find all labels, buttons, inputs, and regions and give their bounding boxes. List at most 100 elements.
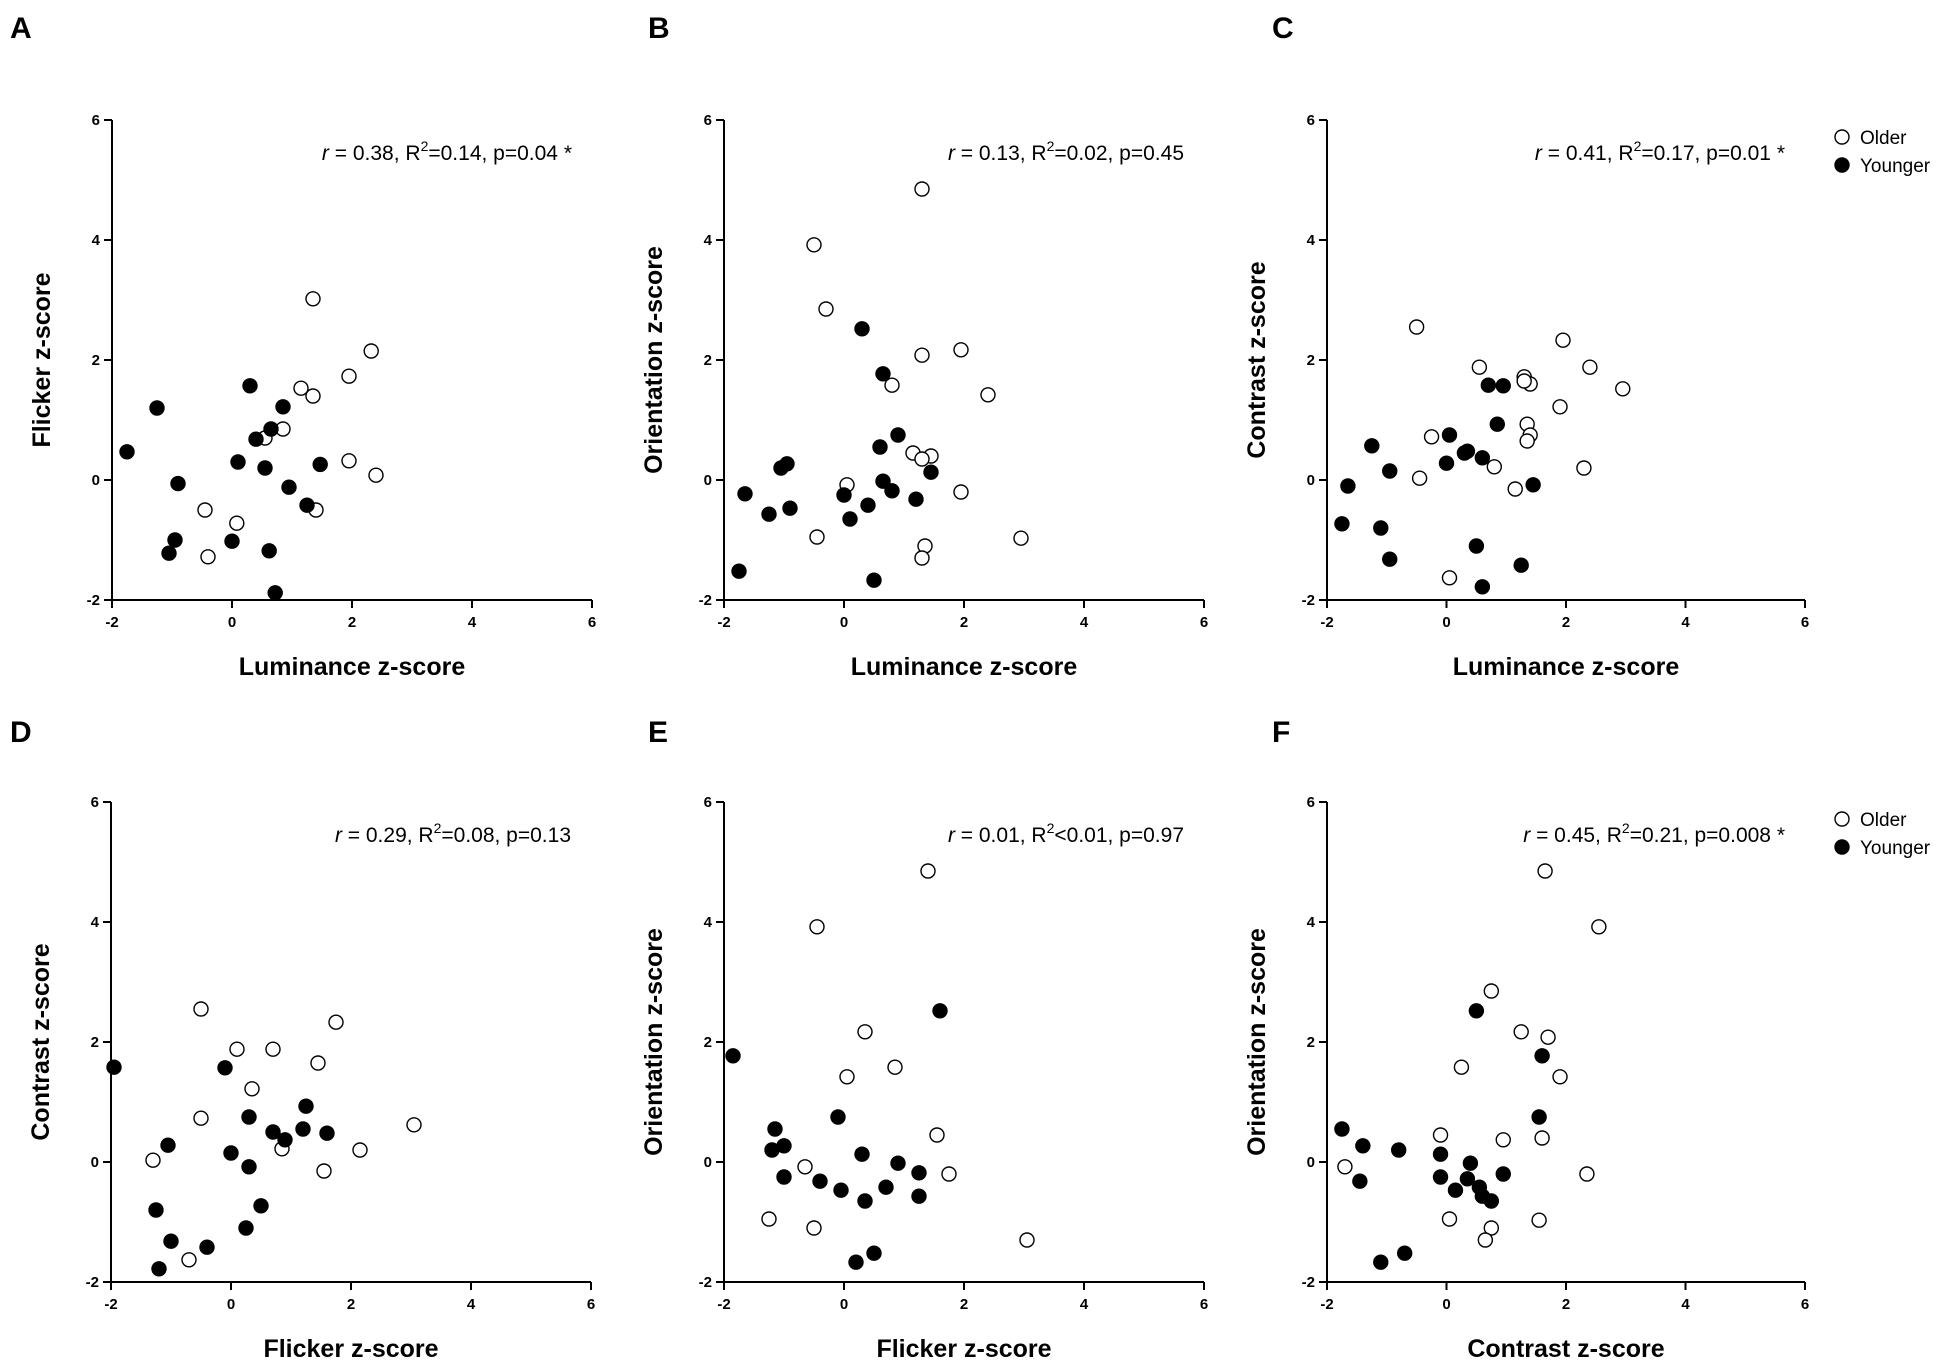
- older-point: [1579, 1166, 1595, 1182]
- younger-point: [257, 460, 273, 476]
- younger-point: [199, 1239, 215, 1255]
- younger-point: [812, 1173, 828, 1189]
- younger-point: [890, 427, 906, 443]
- younger-point: [875, 473, 891, 489]
- y-tick-label: -2: [87, 592, 100, 609]
- older-point: [1411, 470, 1428, 486]
- older-point: [1537, 863, 1553, 879]
- legend-marker-older: [1834, 129, 1850, 145]
- legend-marker-younger: [1834, 839, 1850, 855]
- younger-point: [242, 378, 258, 394]
- y-axis-title: Contrast z-score: [27, 943, 55, 1140]
- panel-b: B -2 0 2 4 6 -2 0 2 4 6 Luminance z-score Orientatio…: [640, 12, 1208, 681]
- younger-point: [761, 506, 777, 522]
- younger-point: [737, 486, 753, 502]
- younger-point: [1468, 538, 1485, 554]
- younger-point: [890, 1155, 906, 1171]
- x-axis-title: Luminance z-score: [239, 653, 466, 681]
- younger-point: [1364, 438, 1380, 454]
- younger-point: [1525, 477, 1541, 493]
- younger-point: [1432, 1146, 1449, 1162]
- younger-point: [848, 1254, 864, 1270]
- y-tick-label: 6: [704, 794, 712, 811]
- older-point: [839, 1069, 855, 1085]
- panel-a: A -2 0 2 4 6 -2 0 2 4 6 Luminance z-score Flicker z-…: [10, 12, 596, 681]
- x-tick-label: 2: [960, 1296, 968, 1313]
- younger-point: [312, 456, 328, 473]
- younger-point: [866, 572, 882, 588]
- younger-point: [911, 1165, 927, 1181]
- older-point: [193, 1001, 209, 1017]
- younger-point: [1489, 416, 1505, 432]
- x-tick-label: 4: [468, 614, 477, 631]
- older-point: [953, 342, 969, 358]
- y-tick-label: 4: [1307, 914, 1316, 931]
- younger-point: [782, 500, 798, 516]
- older-point: [797, 1159, 813, 1175]
- younger-point: [767, 1121, 783, 1137]
- younger-point: [148, 1202, 164, 1218]
- legend-label-younger: Younger: [1860, 156, 1931, 177]
- x-tick-label: 2: [348, 614, 356, 631]
- stats-annotation: r = 0.45, R2=0.21, p=0.008 *: [1523, 820, 1785, 847]
- x-tick-label: 6: [1200, 1296, 1208, 1313]
- older-point: [818, 301, 834, 317]
- younger-point: [224, 533, 240, 549]
- y-tick-label: 2: [1307, 352, 1315, 369]
- younger-point: [261, 543, 277, 559]
- y-tick-label: 4: [91, 914, 100, 931]
- younger-point: [1441, 427, 1458, 443]
- older-point: [265, 1041, 281, 1057]
- older-point: [1471, 359, 1488, 375]
- panel-label: B: [648, 12, 670, 45]
- older-point: [914, 181, 930, 197]
- younger-point: [1483, 1193, 1500, 1209]
- older-point: [305, 388, 321, 404]
- younger-point: [295, 1121, 311, 1137]
- x-tick-label: -2: [717, 1296, 730, 1313]
- older-point: [1495, 1132, 1511, 1148]
- y-tick-label: -2: [699, 1274, 712, 1291]
- older-point: [244, 1081, 260, 1097]
- older-point: [884, 377, 900, 393]
- older-point: [1516, 373, 1532, 389]
- younger-point: [1480, 377, 1497, 393]
- younger-point: [1373, 1254, 1389, 1270]
- older-point: [1337, 1159, 1353, 1175]
- older-point: [1477, 1232, 1494, 1248]
- x-tick-label: 6: [588, 614, 596, 631]
- y-tick-label: 2: [92, 352, 100, 369]
- older-point: [1519, 433, 1535, 449]
- older-point: [929, 1127, 945, 1143]
- x-tick-label: 2: [1562, 1296, 1570, 1313]
- younger-point: [854, 1146, 870, 1162]
- y-tick-label: -2: [1302, 592, 1315, 609]
- older-point: [1019, 1232, 1035, 1248]
- younger-point: [1396, 1245, 1413, 1261]
- x-tick-label: 4: [1080, 1296, 1089, 1313]
- x-tick-label: 2: [347, 1296, 355, 1313]
- younger-point: [1373, 520, 1389, 536]
- younger-point: [230, 454, 246, 470]
- older-point: [1552, 399, 1568, 415]
- younger-point: [1352, 1173, 1368, 1189]
- younger-point: [860, 497, 876, 513]
- y-tick-label: 0: [704, 1154, 712, 1171]
- older-point: [1483, 1220, 1500, 1236]
- younger-point: [1531, 1109, 1547, 1125]
- x-tick-label: 2: [1562, 614, 1570, 631]
- legend-label-older: Older: [1860, 128, 1907, 149]
- younger-point: [1334, 516, 1350, 532]
- older-point: [1441, 570, 1458, 586]
- legend-label-older: Older: [1860, 810, 1907, 831]
- younger-point: [932, 1003, 948, 1019]
- stats-annotation: r = 0.41, R2=0.17, p=0.01 *: [1535, 138, 1785, 165]
- y-axis-title: Contrast z-score: [1243, 261, 1271, 458]
- panel-label: F: [1272, 716, 1290, 749]
- older-point: [1552, 1069, 1568, 1085]
- older-point: [1507, 481, 1523, 497]
- older-point: [953, 484, 969, 500]
- younger-point: [1495, 1166, 1511, 1182]
- younger-point: [1468, 1003, 1485, 1019]
